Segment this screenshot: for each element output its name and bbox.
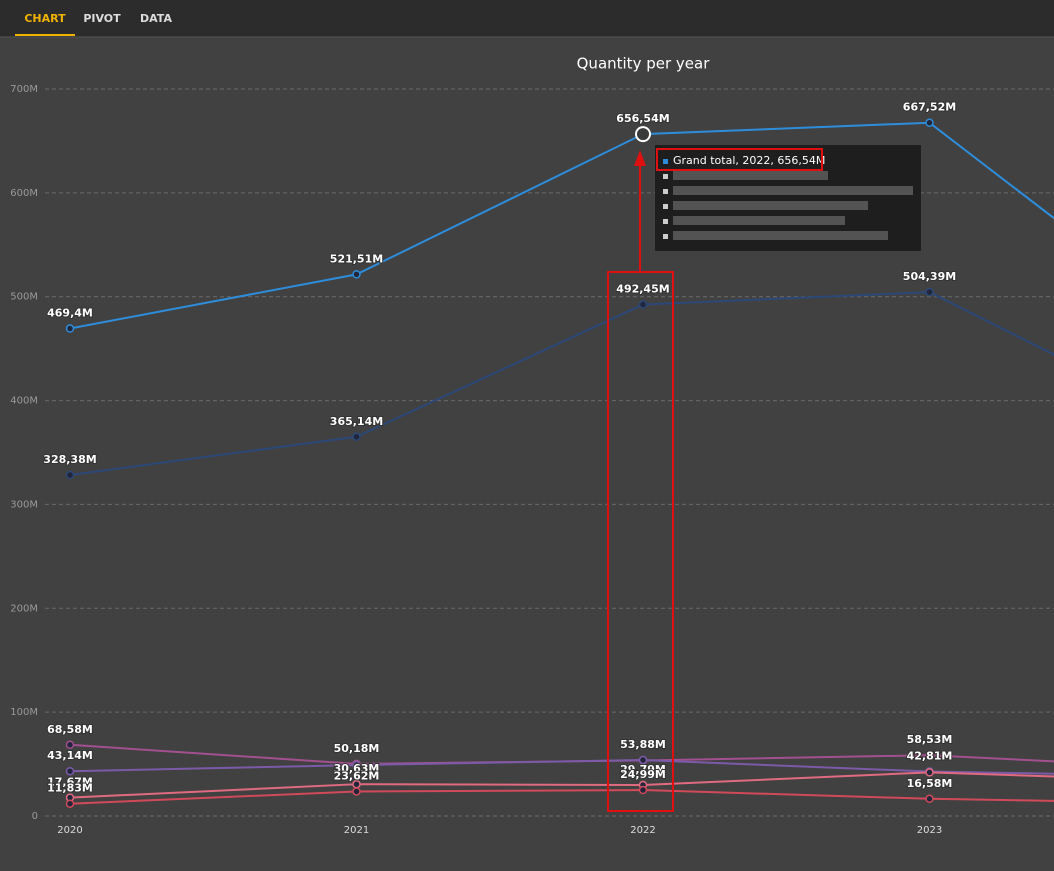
data-label: 11,83M bbox=[47, 782, 93, 795]
data-label: 24,99M bbox=[620, 768, 666, 781]
data-point bbox=[352, 760, 361, 770]
y-tick-label: 500M bbox=[10, 292, 38, 303]
y-tick-label: 0 bbox=[32, 811, 38, 822]
data-label: 29,79M bbox=[620, 763, 666, 776]
data-label: 58,53M bbox=[907, 733, 953, 746]
data-point bbox=[352, 787, 361, 796]
data-label: 328,38M bbox=[43, 453, 96, 466]
data-label: 469,4M bbox=[47, 306, 93, 319]
chart-title: Quantity per year bbox=[577, 55, 711, 73]
x-tick-label: 2021 bbox=[344, 825, 369, 836]
tab[interactable]: CHART bbox=[24, 12, 66, 25]
data-label: 365,14M bbox=[330, 415, 383, 428]
y-tick-label: 600M bbox=[10, 188, 38, 199]
tooltip-swatch bbox=[663, 159, 668, 164]
data-point bbox=[638, 755, 648, 765]
data-label: 30,63M bbox=[334, 762, 380, 775]
series-line bbox=[69, 291, 1054, 476]
data-label: 17,67M bbox=[47, 776, 93, 789]
data-point bbox=[638, 785, 648, 795]
data-point bbox=[65, 470, 75, 480]
x-tick-label: 2022 bbox=[630, 825, 655, 836]
data-point bbox=[638, 300, 648, 309]
data-label: 42,81M bbox=[907, 750, 953, 763]
data-point bbox=[925, 287, 934, 297]
tab[interactable]: PIVOT bbox=[83, 12, 121, 25]
x-tick-label: 2020 bbox=[57, 825, 82, 836]
y-tick-label: 100M bbox=[10, 707, 38, 718]
data-label: 16,58M bbox=[907, 777, 953, 790]
highlight-box bbox=[656, 148, 823, 171]
data-label: 68,58M bbox=[47, 723, 93, 736]
data-label: 667,52M bbox=[903, 101, 956, 114]
data-label: 43,14M bbox=[47, 749, 93, 762]
tooltip: Grand total, 2022, 656,54M bbox=[655, 145, 921, 251]
data-point bbox=[925, 118, 934, 127]
data-label: 23,62M bbox=[334, 769, 380, 782]
x-tick-label: 2023 bbox=[917, 825, 942, 836]
data-point bbox=[65, 766, 75, 776]
data-label: 53,88M bbox=[620, 738, 666, 751]
data-point bbox=[925, 794, 934, 804]
y-tick-label: 300M bbox=[10, 499, 38, 510]
data-point bbox=[352, 432, 361, 442]
data-point bbox=[925, 750, 934, 760]
y-tick-label: 200M bbox=[10, 603, 38, 614]
data-point bbox=[352, 270, 361, 279]
tooltip-text: Grand total, 2022, 656,54M bbox=[673, 154, 825, 167]
annotation-box bbox=[607, 271, 674, 812]
data-point bbox=[925, 768, 934, 777]
blurred-rows bbox=[663, 171, 913, 240]
annotation bbox=[607, 150, 674, 812]
data-point bbox=[65, 799, 75, 808]
data-point bbox=[65, 740, 75, 750]
data-label: 504,39M bbox=[903, 270, 956, 283]
series-line bbox=[69, 789, 1054, 805]
data-label: 492,45M bbox=[616, 283, 669, 296]
data-point bbox=[635, 126, 651, 143]
annotation-arrowhead bbox=[634, 150, 646, 166]
data-label: 521,51M bbox=[330, 252, 383, 265]
tab-bar bbox=[0, 0, 1054, 37]
active-tab-indicator bbox=[15, 34, 75, 36]
tab[interactable]: DATA bbox=[140, 12, 172, 25]
data-label: 50,18M bbox=[334, 742, 380, 755]
plot: 0 100M 200M 300M 400M 500M 600M 700M 2020 2021 202… bbox=[10, 84, 1054, 836]
data-label: 53,48M bbox=[620, 738, 666, 751]
y-tick-label: 700M bbox=[10, 84, 38, 95]
data-label: 656,54M bbox=[616, 112, 669, 125]
data-point bbox=[65, 324, 75, 333]
y-tick-label: 400M bbox=[10, 396, 38, 407]
